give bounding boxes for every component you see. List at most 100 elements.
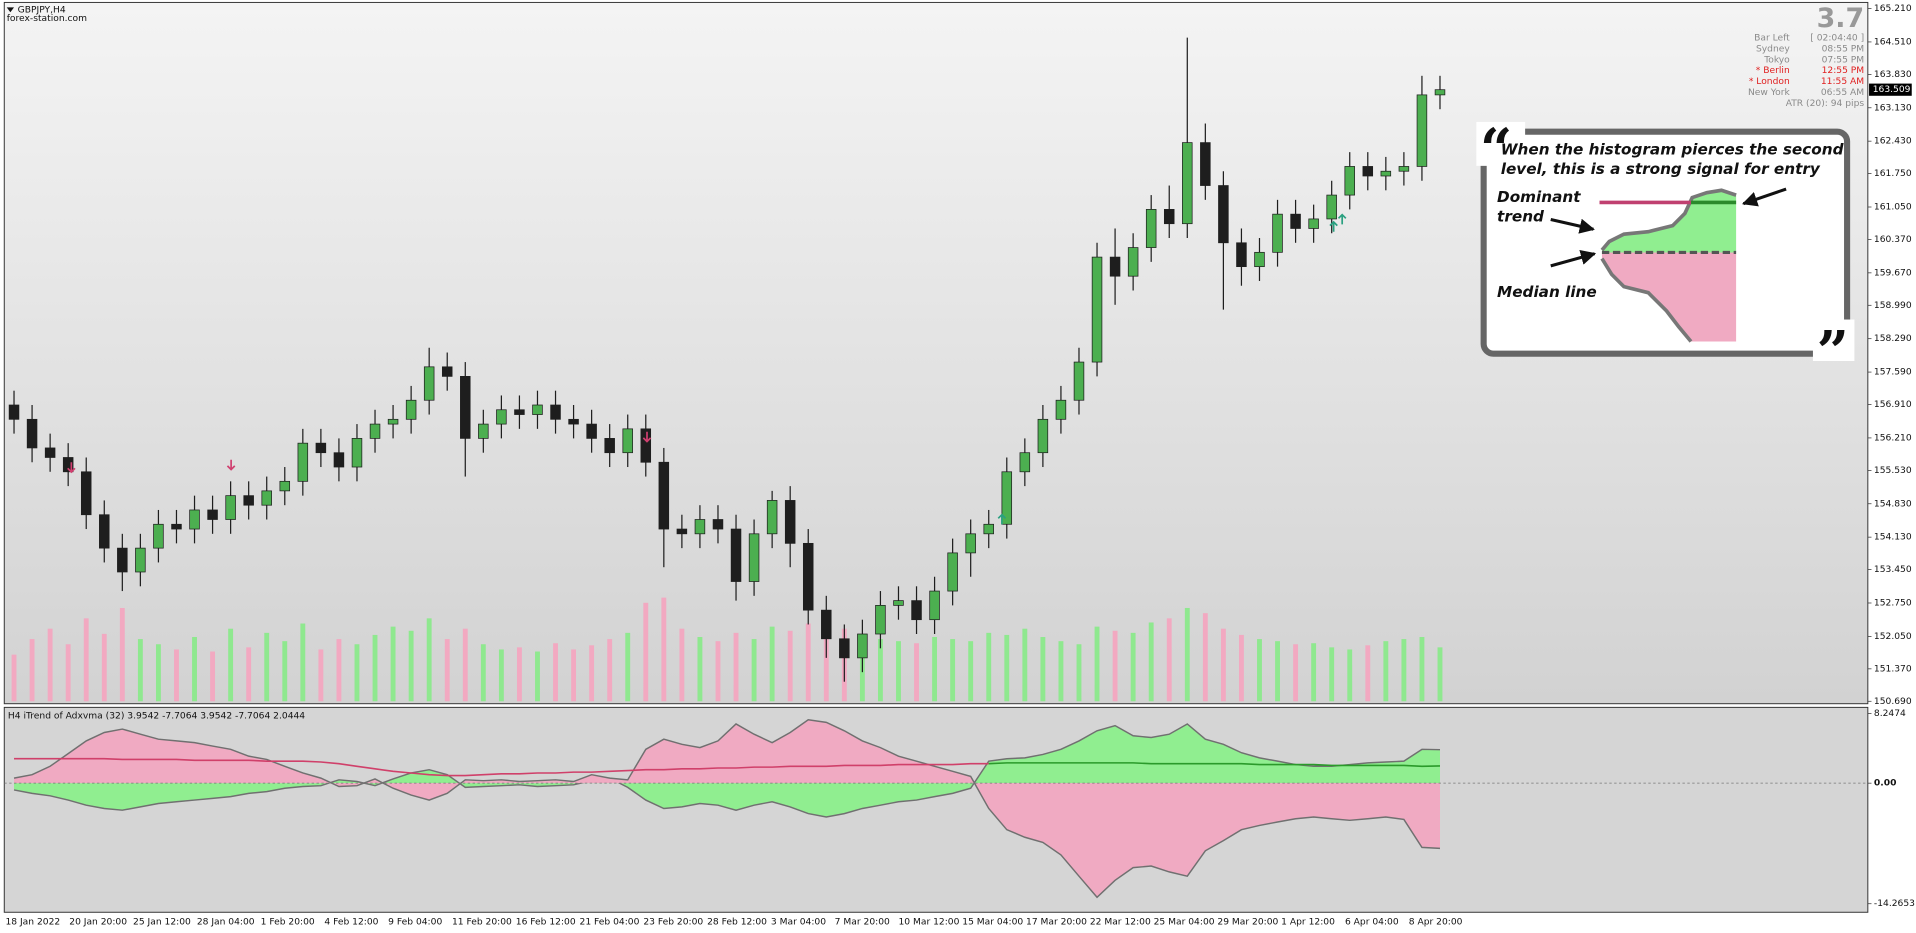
volume-bar [968,641,974,702]
candle-body [496,409,507,425]
x-tick-label: 29 Mar 20:00 [1217,918,1278,928]
diagram-green [1601,190,1737,253]
volume-bar [462,628,468,702]
annotation-text: level, this is a strong signal for entry [1501,160,1821,178]
candle-body [1091,256,1103,363]
volume-bar [1365,645,1371,702]
volume-bar [29,639,35,702]
candle-body [622,428,633,454]
volume-bar [336,639,342,702]
candle-body [1344,166,1355,196]
quote-mask [1812,319,1855,362]
volume-bar [1257,639,1262,702]
open-quote: “ [1480,116,1512,182]
candle-body [929,590,940,621]
candle-body [1326,194,1337,220]
volume-bar [697,637,703,702]
volume-bar [661,597,667,702]
signal-arrows [67,213,1347,525]
candle-body [1073,361,1085,401]
histogram-area [14,723,1440,818]
y-tick-label: 154.830 [1874,499,1912,509]
y-tick-label: 162.430 [1874,137,1912,147]
indicator-panel [3,706,1869,913]
volume-bar [1148,622,1154,702]
candle-body [1218,185,1229,244]
y-tick-label: 156.210 [1874,433,1912,443]
volume-bar [408,630,414,702]
volume-bar [11,654,17,702]
spread-value: 3.7 [1817,3,1865,34]
histogram-outline [13,723,1441,818]
signal-line [988,762,1441,768]
candle-body [1254,251,1265,268]
info-value: 12:55 PM [1822,66,1865,76]
candle-body [171,523,182,530]
info-label: Sydney [1756,44,1790,54]
volume-bar [372,634,378,702]
volume-bar [119,607,125,702]
candle-body [1362,166,1374,177]
volume-bar [932,637,938,702]
candle-body [80,471,92,516]
info-value: 07:55 PM [1822,55,1865,65]
volume-bar [1040,637,1046,702]
volume-bar [751,639,757,702]
volume-bar [1329,647,1335,702]
volume-bar [589,645,595,702]
candle-body [676,528,688,535]
volume-bar [1094,626,1100,702]
info-value: 08:55 PM [1822,44,1865,54]
candle-body [405,399,417,420]
candle-body [965,533,976,554]
volume-bar [155,644,161,702]
info-panel: Bar Left [ 02:04:40 ] Sydney 08:55 PM Tokyo 0… [1748,33,1864,98]
volume-bar [246,647,252,702]
candle-body [279,480,291,492]
candle-body [1416,94,1428,167]
volume-bar [1419,637,1425,702]
symbol-menu-icon[interactable] [6,7,15,13]
price-label-box [1869,83,1912,96]
indicator-title: H4 iTrend of Adxvma (32) 3.9542 -7.7064 … [8,711,305,721]
volume-bar [1202,613,1208,702]
x-tick-label: 28 Feb 12:00 [707,918,767,928]
volume-bar [1004,634,1010,702]
candle-body [514,409,525,415]
candle-body [1163,209,1175,225]
x-tick-label: 1 Feb 20:00 [261,918,315,928]
volume-bar [390,626,396,702]
candle-body [875,605,886,635]
annotation-label: Median line [1497,283,1597,301]
y-tick-label: 156.910 [1874,400,1912,410]
annotation-label: Dominant [1497,188,1581,206]
candle-body [26,418,38,449]
volume-bar [101,633,107,702]
y-tick-label: 159.670 [1874,268,1912,278]
y-tick-label: 157.590 [1874,368,1912,378]
candle-body [478,423,489,439]
volume-bar [1347,649,1353,702]
signal-arrow [67,462,76,474]
candle-body [802,542,814,611]
x-tick-label: 22 Mar 12:00 [1090,918,1151,928]
candle-body [730,528,742,582]
volume-bar [1112,630,1118,702]
volume-bar [1293,644,1299,702]
x-tick-label: 11 Feb 20:00 [452,918,512,928]
candle-body [640,428,652,463]
volume-bar [426,618,432,702]
info-label: Bar Left [1754,33,1790,43]
candle-body [423,366,435,401]
candle-body [604,438,615,454]
signal-arrow [226,459,236,471]
x-tick-label: 1 Apr 12:00 [1281,918,1335,928]
x-tick-label: 21 Feb 04:00 [580,918,640,928]
volume-bar [1383,641,1389,702]
x-tick-label: 4 Feb 12:00 [324,918,378,928]
volume-bar [65,644,71,702]
candle-body [1398,166,1410,172]
candle-body [1127,247,1139,277]
x-tick-label: 6 Apr 04:00 [1345,918,1399,928]
